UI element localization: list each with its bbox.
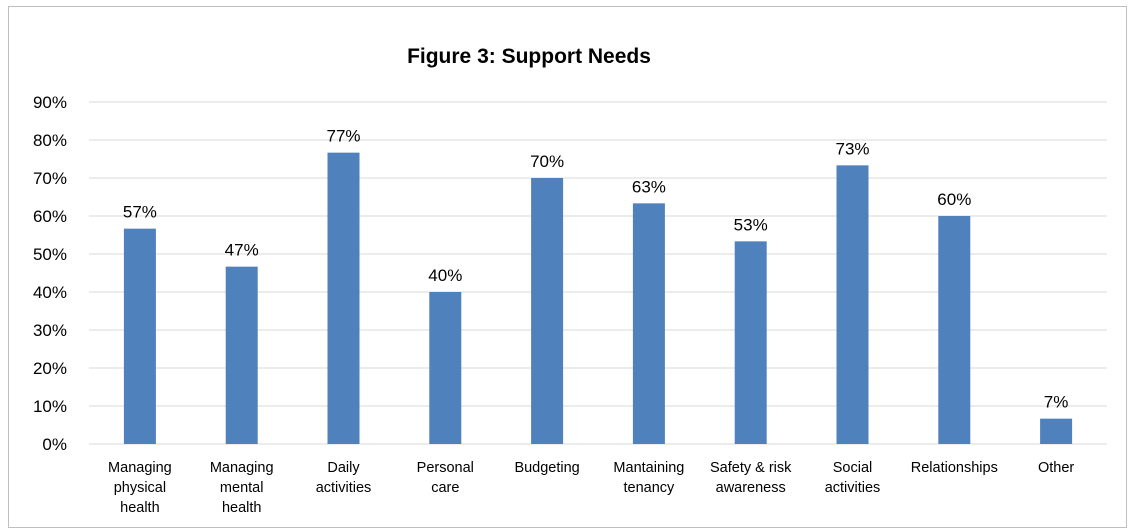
data-label: 73% — [835, 139, 869, 158]
bar — [429, 292, 462, 444]
bar — [123, 228, 156, 444]
data-label: 57% — [123, 203, 157, 222]
data-label: 77% — [326, 127, 360, 146]
data-labels: 57% 47% 77% 40% 70% 63% 53% 73% 60% 7% — [123, 127, 1069, 412]
data-label: 70% — [530, 152, 564, 171]
data-label: 40% — [428, 266, 462, 285]
bar — [1040, 418, 1073, 444]
data-label: 60% — [937, 190, 971, 209]
y-tick-label: 10% — [33, 397, 67, 416]
bar — [225, 266, 258, 444]
gridlines — [89, 101, 1107, 445]
y-tick-label: 60% — [33, 207, 67, 226]
category-label: Other — [1038, 460, 1074, 476]
bar — [632, 203, 665, 444]
data-label: 47% — [225, 241, 259, 260]
y-axis-ticks: 0% 10% 20% 30% 40% 50% 60% 70% 80% 90% — [33, 93, 67, 454]
chart-frame: Figure 3: Support Needs 0% 10% 20% 30% 40% 50… — [8, 6, 1127, 528]
category-label: Budgeting — [514, 460, 579, 476]
y-tick-label: 70% — [33, 169, 67, 188]
category-label: Personal care — [417, 460, 474, 496]
category-label: Relationships — [911, 460, 998, 476]
y-tick-label: 50% — [33, 245, 67, 264]
bar — [327, 152, 360, 445]
support-needs-chart: Figure 3: Support Needs 0% 10% 20% 30% 40% 50… — [33, 45, 1107, 516]
bar — [531, 178, 564, 444]
category-label: Managing physical health — [108, 460, 172, 516]
data-label: 53% — [734, 215, 768, 234]
category-labels: Managing physical health Managing mental heal… — [108, 460, 1074, 516]
data-label: 7% — [1044, 393, 1069, 412]
y-tick-label: 40% — [33, 283, 67, 302]
bar — [734, 241, 767, 444]
category-label: Safety & risk awareness — [710, 460, 792, 496]
bar — [938, 216, 971, 444]
category-label: Daily activities — [316, 460, 372, 496]
y-tick-label: 0% — [42, 435, 67, 454]
data-label: 63% — [632, 177, 666, 196]
y-tick-label: 30% — [33, 321, 67, 340]
bar — [836, 165, 869, 444]
chart-title: Figure 3: Support Needs — [407, 45, 651, 68]
category-label: Social activities — [825, 460, 881, 496]
category-label: Mantaining tenancy — [613, 460, 684, 496]
bars — [123, 152, 1073, 445]
category-label: Managing mental health — [210, 460, 274, 516]
y-tick-label: 80% — [33, 131, 67, 150]
y-tick-label: 20% — [33, 359, 67, 378]
y-tick-label: 90% — [33, 93, 67, 112]
